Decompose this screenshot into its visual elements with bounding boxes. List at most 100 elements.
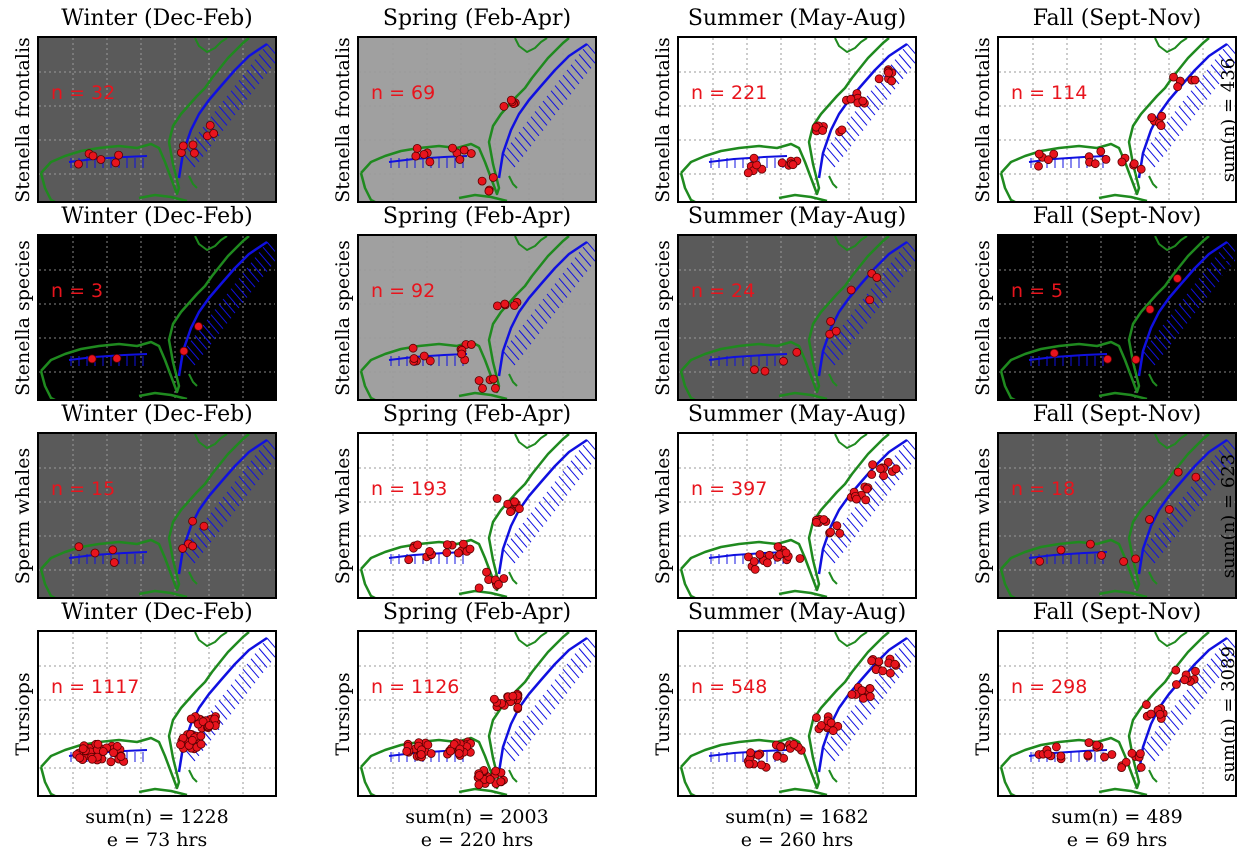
effort-transects xyxy=(70,43,275,168)
species-sum-label: sum(n) = 124 xyxy=(1218,255,1239,380)
sighting-point xyxy=(78,744,88,754)
sighting-point xyxy=(402,747,412,756)
count-label: n = 92 xyxy=(371,280,436,302)
sighting-point xyxy=(492,301,502,311)
coastline-cuba xyxy=(778,193,828,201)
species-sum-label: sum(n) = 3089 xyxy=(1218,645,1239,782)
sighting-point xyxy=(1034,161,1043,171)
panel-title: Fall (Sept-Nov) xyxy=(1032,6,1202,31)
sighting-point xyxy=(116,752,126,761)
count-label: n = 114 xyxy=(1011,82,1088,104)
sighting-point xyxy=(108,545,118,555)
sighting-point xyxy=(874,74,884,84)
sighting-point xyxy=(506,95,516,105)
sighting-point xyxy=(474,771,484,780)
sighting-point xyxy=(408,343,418,353)
sighting-point xyxy=(1117,157,1127,167)
species-label: Tursiops xyxy=(652,671,674,756)
sighting-point xyxy=(505,507,515,517)
sighting-point xyxy=(777,158,787,168)
count-label: n = 69 xyxy=(371,82,436,104)
panel-title: Summer (May-Aug) xyxy=(687,204,907,229)
sighting-point xyxy=(459,539,468,549)
sighting-point xyxy=(887,76,897,86)
coastline-bahamas xyxy=(188,373,198,387)
map-plot xyxy=(679,632,915,795)
sightings xyxy=(743,65,897,178)
season-sum-label: sum(n) = 489 xyxy=(1051,806,1183,828)
sighting-point xyxy=(1090,159,1100,169)
sighting-point xyxy=(474,583,484,593)
sighting-point xyxy=(847,690,857,699)
sighting-point xyxy=(885,668,895,678)
sighting-point xyxy=(1173,82,1183,92)
map-grid xyxy=(679,434,915,597)
sighting-point xyxy=(792,347,802,357)
sighting-point xyxy=(425,157,435,167)
count-label: n = 1126 xyxy=(371,676,460,698)
coastline xyxy=(194,38,228,53)
coastline xyxy=(514,38,548,53)
species-label: Stenella frontalis xyxy=(652,36,674,203)
species-label: Sperm whales xyxy=(972,447,994,584)
sighting-point xyxy=(867,470,877,479)
coastline-cuba xyxy=(458,787,508,795)
sightings xyxy=(744,457,901,574)
sighting-point xyxy=(1156,121,1166,130)
map-grid xyxy=(999,38,1235,201)
sighting-point xyxy=(865,684,875,693)
sighting-point xyxy=(1146,709,1156,719)
map-grid xyxy=(39,236,275,399)
sighting-point xyxy=(1129,159,1139,169)
sighting-point xyxy=(781,548,791,558)
panel-title: Fall (Sept-Nov) xyxy=(1032,600,1202,625)
coastline xyxy=(1000,632,1210,790)
sighting-point xyxy=(1083,750,1093,760)
season-sum-label: sum(n) = 2003 xyxy=(405,806,549,828)
sighting-point xyxy=(499,574,509,583)
coastline-bahamas xyxy=(508,373,518,387)
species-label: Stenella frontalis xyxy=(12,36,34,203)
coastline xyxy=(39,568,56,597)
sighting-point xyxy=(1172,274,1182,283)
sighting-point xyxy=(106,757,116,767)
coastline-bahamas xyxy=(188,571,198,585)
coastline xyxy=(834,434,868,449)
sighting-point xyxy=(749,153,759,163)
coastline xyxy=(194,632,228,647)
sighting-point xyxy=(477,176,487,186)
sighting-point xyxy=(93,739,103,749)
sighting-point xyxy=(776,742,785,752)
sighting-point xyxy=(419,150,429,159)
coastline xyxy=(1154,236,1188,251)
coastline-bahamas xyxy=(828,373,838,387)
sightings xyxy=(1034,72,1200,174)
coastline-cuba xyxy=(458,193,508,201)
sighting-point xyxy=(513,703,523,712)
sighting-point xyxy=(1190,75,1200,85)
coastline-cuba xyxy=(138,193,188,201)
sighting-point xyxy=(485,775,495,784)
sighting-point xyxy=(492,494,502,503)
count-label: n = 193 xyxy=(371,478,448,500)
sighting-point xyxy=(832,521,842,531)
sighting-point xyxy=(765,550,774,560)
coastline xyxy=(1000,434,1210,592)
sighting-point xyxy=(1052,742,1061,752)
panel-title: Winter (Dec-Feb) xyxy=(61,402,253,427)
coastline xyxy=(1154,632,1188,647)
sighting-point xyxy=(891,464,901,474)
map-panel: n = 92 xyxy=(357,234,597,401)
coastline-bahamas xyxy=(828,769,838,783)
sighting-point xyxy=(846,285,856,295)
coastline xyxy=(999,370,1016,399)
sighting-point xyxy=(199,521,209,531)
sighting-point xyxy=(865,692,875,701)
coastline xyxy=(679,766,696,795)
panel-title: Spring (Feb-Apr) xyxy=(382,204,572,229)
sighting-point xyxy=(75,753,85,763)
sighting-point xyxy=(465,544,475,554)
sighting-point xyxy=(819,515,829,524)
sighting-point xyxy=(868,460,878,470)
sighting-point xyxy=(109,558,119,567)
